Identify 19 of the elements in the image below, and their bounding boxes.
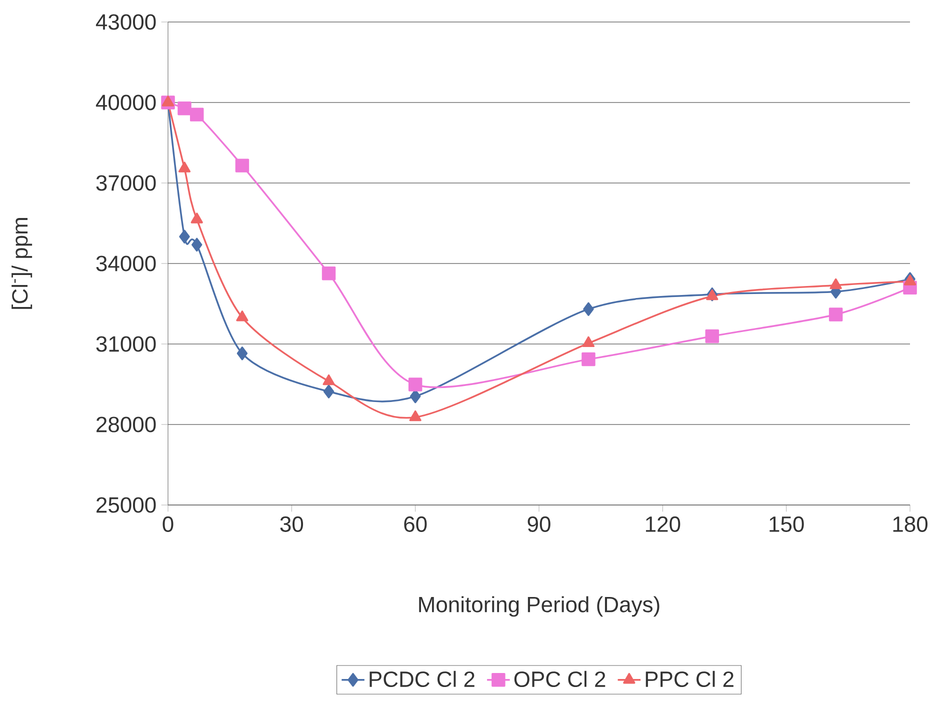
legend-label: PCDC Cl 2	[370, 670, 474, 688]
y-tick-label: 37000	[96, 175, 156, 191]
y-tick-label: 31000	[96, 336, 156, 352]
x-tick-label: 90	[528, 516, 550, 532]
x-tick-label: 60	[404, 516, 427, 532]
y-axis-title: [Cl$^{-}$]/ ppm	[12, 218, 32, 309]
y-tick-label: 40000	[96, 94, 156, 110]
x-tick-label: 120	[646, 516, 680, 532]
y-tick-label: 25000	[96, 497, 156, 513]
x-tick-label: 150	[770, 516, 804, 532]
y-tick-label: 43000	[96, 14, 156, 30]
y-tick-label: 34000	[96, 256, 156, 272]
legend-label: OPC Cl 2	[514, 670, 606, 688]
x-tick-label: 180	[893, 516, 928, 532]
y-tick-label: 28000	[96, 416, 156, 432]
x-tick-label: 30	[280, 516, 304, 532]
x-axis-title: Monitoring Period (Days)	[419, 596, 660, 617]
legend-label: PPC Cl 2	[646, 670, 734, 688]
x-tick-label: 0	[162, 516, 174, 532]
